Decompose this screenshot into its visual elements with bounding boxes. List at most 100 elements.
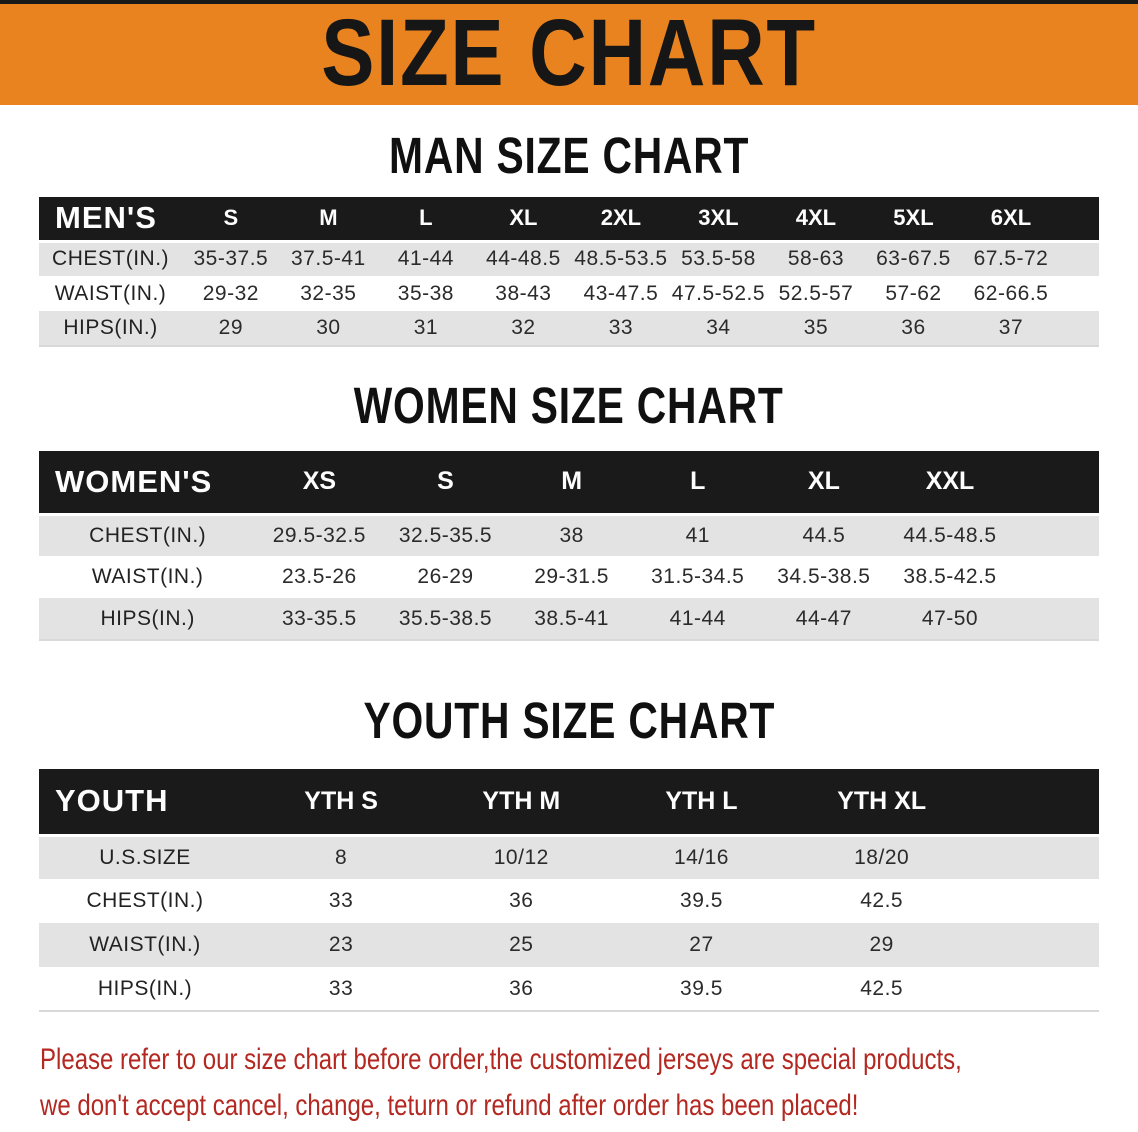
size-value-cell: 32-35 xyxy=(300,281,357,305)
size-value-cell: 67.5-72 xyxy=(973,247,1049,271)
size-value-cell: 48.5-53.5 xyxy=(574,247,668,271)
size-column-header: XL xyxy=(474,197,573,243)
size-column-header: M xyxy=(508,451,635,516)
size-value-cell: 29 xyxy=(218,316,244,339)
filler-cell xyxy=(1013,556,1099,598)
size-value-cell: 34.5-38.5 xyxy=(777,565,871,588)
row-label: WAIST(IN.) xyxy=(91,565,204,588)
size-value-cell: 62-66.5 xyxy=(973,281,1049,305)
measurement-row: CHEST(IN.) 29.5-32.5 32.5-35.5 38 41 44.5 44.5… xyxy=(39,514,1099,556)
size-value-cell: 42.5 xyxy=(860,976,904,1000)
filler-cell xyxy=(1013,451,1099,516)
size-value-cell: 36 xyxy=(901,316,926,339)
women-size-section: WOMEN SIZE CHART WOMEN'S XS S M L XL XXL CHEST(… xyxy=(0,380,1138,641)
size-value-cell: 47.5-52.5 xyxy=(671,281,766,305)
size-value-cell: 10/12 xyxy=(493,845,549,869)
size-value-cell: 33 xyxy=(328,976,354,1000)
size-column-header: YTH S xyxy=(251,769,432,837)
size-value-cell: 33 xyxy=(328,889,354,912)
size-value-cell: 44.5 xyxy=(802,523,846,547)
row-label: CHEST(IN.) xyxy=(86,889,204,912)
youth-size-heading: YOUTH SIZE CHART xyxy=(0,695,1138,746)
size-column-header: 6XL xyxy=(962,197,1060,243)
size-value-cell: 29-32 xyxy=(202,281,259,305)
filler-cell xyxy=(972,967,1099,1011)
size-column-header: 4XL xyxy=(767,197,865,243)
size-value-cell: 44-48.5 xyxy=(486,247,561,271)
size-value-cell: 35-37.5 xyxy=(193,247,269,271)
size-value-cell: 30 xyxy=(316,316,341,339)
row-label: CHEST(IN.) xyxy=(52,247,170,271)
women-size-heading: WOMEN SIZE CHART xyxy=(0,380,1138,431)
size-column-header: XS xyxy=(256,451,383,516)
size-header-row: WOMEN'S XS S M L XL XXL xyxy=(39,451,1099,516)
table-corner-label: MEN'S xyxy=(39,197,183,243)
size-column-header: YTH L xyxy=(611,769,792,837)
row-label: WAIST(IN.) xyxy=(89,933,201,956)
size-value-cell: 27 xyxy=(689,933,714,956)
size-value-cell: 42.5 xyxy=(860,889,904,912)
size-value-cell: 63-67.5 xyxy=(876,247,951,271)
size-value-cell: 38.5-42.5 xyxy=(903,565,997,588)
row-label: HIPS(IN.) xyxy=(100,606,195,630)
size-value-cell: 25 xyxy=(509,933,534,956)
measurement-row: HIPS(IN.) 33-35.5 35.5-38.5 38.5-41 41-44 44-… xyxy=(39,598,1099,640)
size-column-header: YTH M xyxy=(431,769,612,837)
size-value-cell: 18/20 xyxy=(854,845,910,869)
size-value-cell: 36 xyxy=(509,976,534,1000)
size-value-cell: 44-47 xyxy=(795,606,852,630)
size-value-cell: 38.5-41 xyxy=(534,606,609,630)
size-value-cell: 39.5 xyxy=(680,889,723,912)
youth-size-heading-text: YOUTH SIZE CHART xyxy=(363,692,775,749)
man-size-heading: MAN SIZE CHART xyxy=(0,130,1138,181)
row-label: HIPS(IN.) xyxy=(97,976,193,1000)
size-column-header: YTH XL xyxy=(791,769,972,837)
row-label: U.S.SIZE xyxy=(99,845,191,869)
measurement-row: HIPS(IN.) 29 30 31 32 33 34 35 36 37 xyxy=(39,311,1099,346)
measurement-row: WAIST(IN.) 29-32 32-35 35-38 38-43 43-47.5 47.… xyxy=(39,276,1099,311)
size-value-cell: 37.5-41 xyxy=(291,247,366,271)
size-value-cell: 58-63 xyxy=(787,247,845,271)
size-value-cell: 53.5-58 xyxy=(681,247,756,271)
size-value-cell: 39.5 xyxy=(680,976,723,1000)
table-corner-label: YOUTH xyxy=(39,769,251,837)
size-value-cell: 26-29 xyxy=(417,565,474,588)
size-value-cell: 37 xyxy=(998,316,1024,339)
banner-title: SIZE CHART xyxy=(321,0,817,105)
size-value-cell: 31 xyxy=(413,316,439,339)
size-column-header: S xyxy=(382,451,509,516)
size-column-header: L xyxy=(377,197,475,243)
filler-cell xyxy=(972,923,1099,967)
measurement-row: WAIST(IN.) 23.5-26 26-29 29-31.5 31.5-34.5 34… xyxy=(39,556,1099,598)
size-value-cell: 14/16 xyxy=(673,845,729,869)
row-label: CHEST(IN.) xyxy=(89,523,207,547)
size-value-cell: 41-44 xyxy=(669,606,726,630)
size-value-cell: 33 xyxy=(608,316,634,339)
filler-cell xyxy=(1060,311,1099,346)
size-value-cell: 35.5-38.5 xyxy=(398,606,493,630)
filler-cell xyxy=(1013,514,1099,556)
filler-cell xyxy=(1013,598,1099,640)
disclaimer-line-1: Please refer to our size chart before or… xyxy=(40,1043,962,1076)
women-size-heading-text: WOMEN SIZE CHART xyxy=(354,377,784,434)
banner: SIZE CHART xyxy=(0,0,1138,105)
filler-cell xyxy=(1059,197,1099,243)
man-size-heading-text: MAN SIZE CHART xyxy=(388,127,750,184)
size-value-cell: 33-35.5 xyxy=(282,606,357,630)
measurement-row: CHEST(IN.) 33 36 39.5 42.5 xyxy=(39,879,1099,923)
size-column-header: M xyxy=(279,197,378,243)
size-column-header: 3XL xyxy=(669,197,768,243)
size-value-cell: 29.5-32.5 xyxy=(272,523,366,547)
filler-cell xyxy=(971,769,1099,837)
size-value-cell: 44.5-48.5 xyxy=(903,523,997,547)
women-size-table: WOMEN'S XS S M L XL XXL CHEST(IN.) 29.5-32.5 32.5… xyxy=(39,451,1099,641)
size-column-header: 2XL xyxy=(572,197,670,243)
size-value-cell: 31.5-34.5 xyxy=(651,565,745,588)
size-value-cell: 35 xyxy=(803,316,829,339)
size-value-cell: 8 xyxy=(335,845,348,869)
size-column-header: XL xyxy=(760,451,887,516)
size-value-cell: 29 xyxy=(869,933,894,956)
table-corner-label: WOMEN'S xyxy=(39,451,257,516)
size-column-header: XXL xyxy=(886,451,1014,516)
size-value-cell: 57-62 xyxy=(885,281,942,305)
